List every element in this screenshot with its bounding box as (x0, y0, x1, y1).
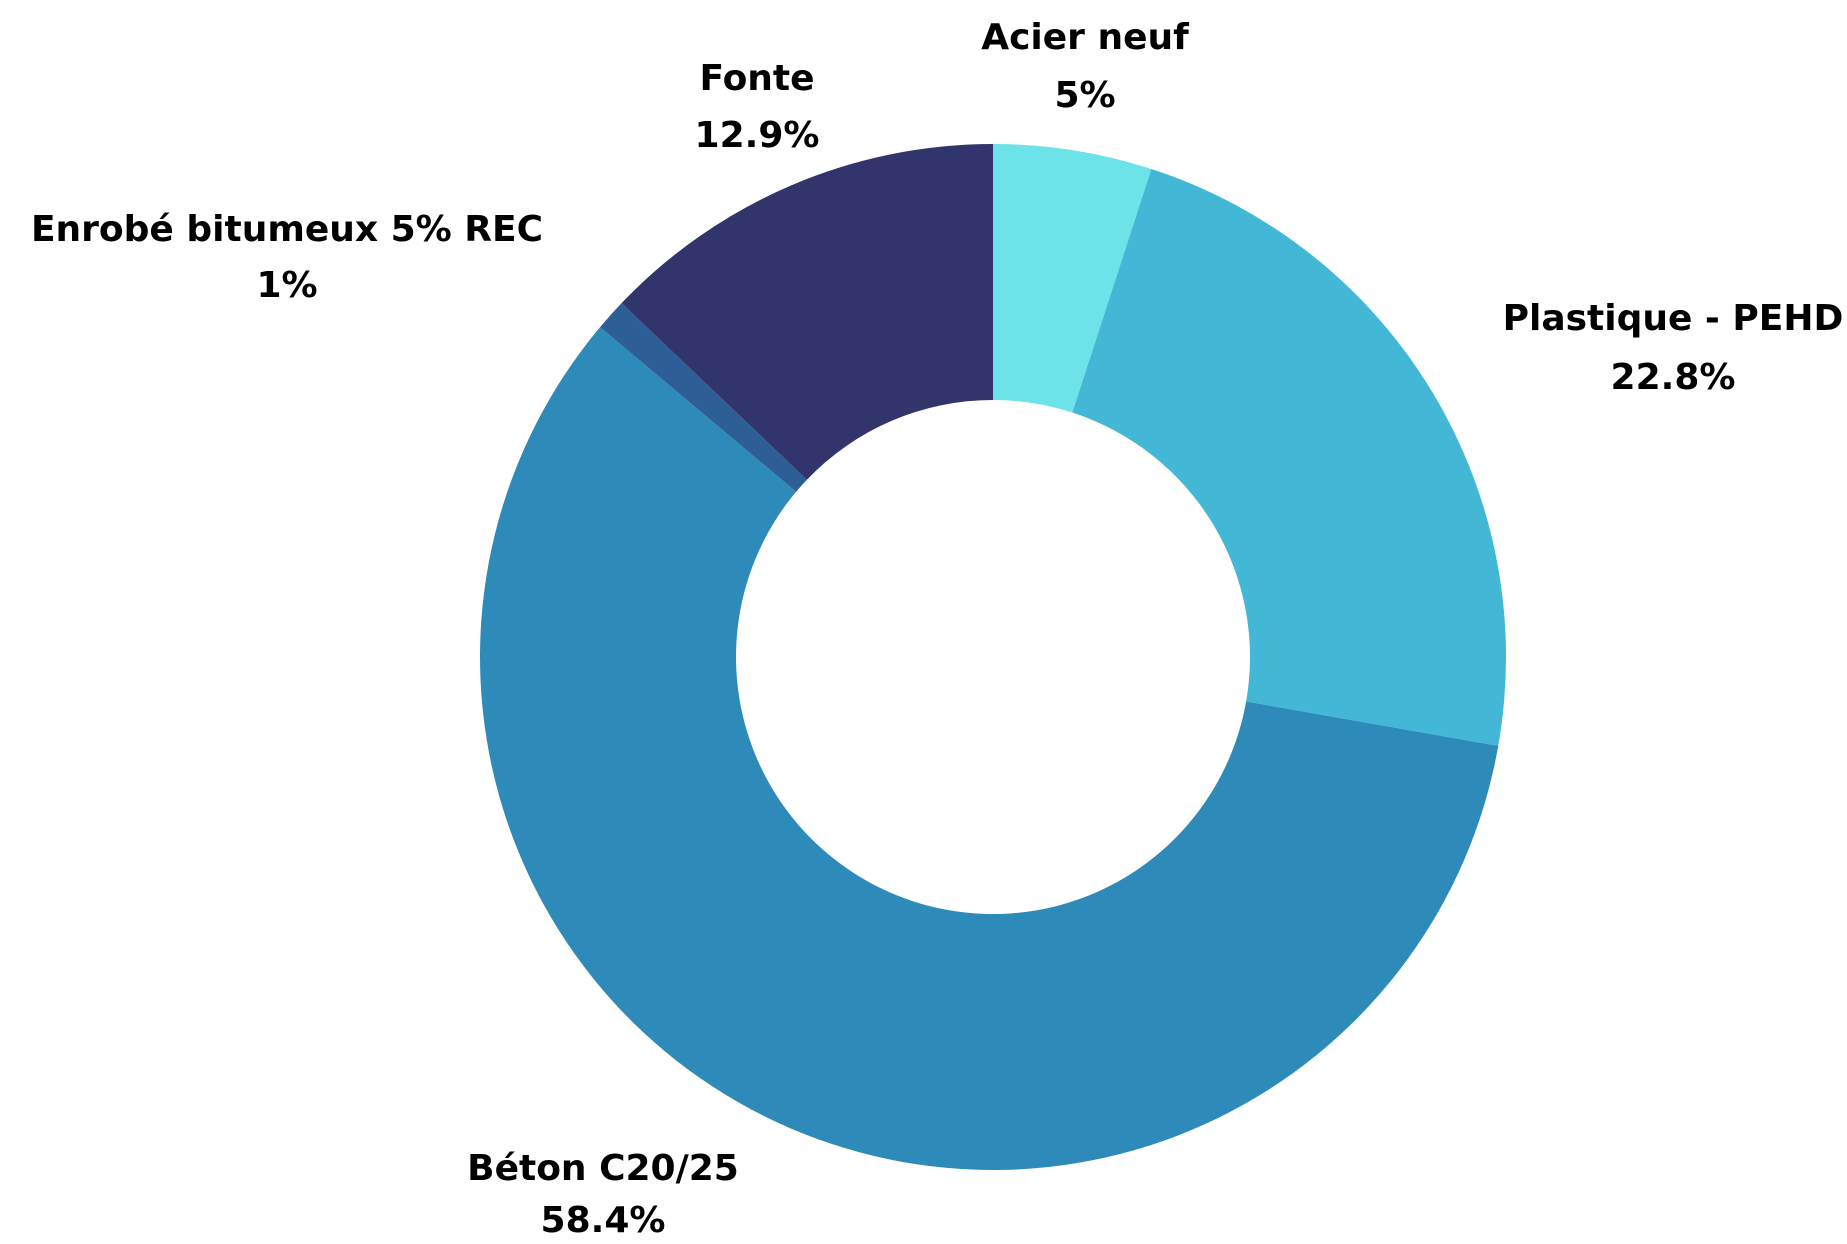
slice-label: Béton C20/25 (467, 1148, 739, 1189)
slice-label: Acier neuf (981, 17, 1189, 58)
donut-slice (600, 303, 807, 492)
slice-value-label: 12.9% (695, 115, 820, 156)
donut-slice (621, 144, 993, 480)
donut-slice (993, 144, 1152, 413)
slice-value-label: 22.8% (1611, 357, 1736, 398)
slice-label: Plastique - PEHD (1503, 298, 1844, 339)
donut-slice (480, 327, 1499, 1170)
slice-value-label: 58.4% (541, 1200, 666, 1241)
slice-label: Fonte (699, 58, 814, 99)
slice-value-label: 5% (1054, 75, 1115, 116)
slice-value-label: 1% (256, 265, 317, 306)
slice-label: Enrobé bitumeux 5% REC (31, 209, 543, 250)
donut-slice (1072, 169, 1506, 746)
